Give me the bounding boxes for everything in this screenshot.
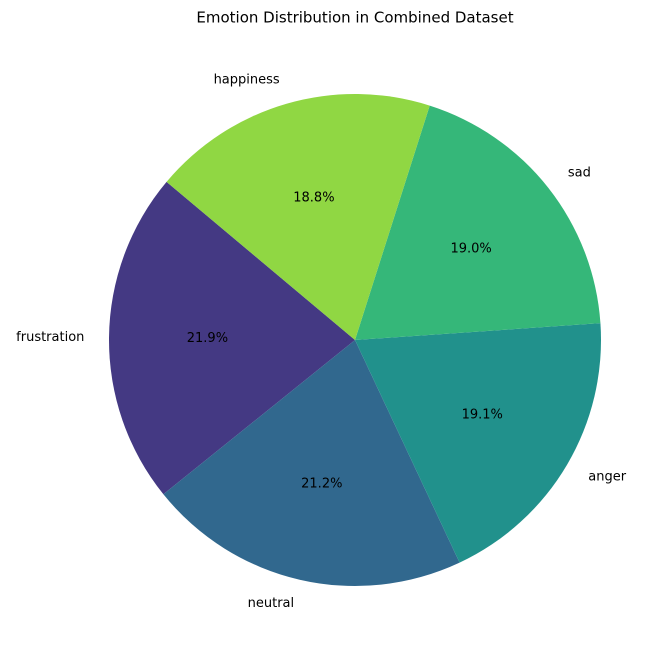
- slice-label: happiness: [214, 73, 280, 88]
- pie-slice: [355, 323, 601, 563]
- slice-label: frustration: [16, 330, 84, 345]
- percent-label: 19.1%: [462, 407, 503, 422]
- pie-slice: [166, 93, 430, 340]
- slice-label: anger: [588, 470, 626, 485]
- percent-label: 21.2%: [301, 476, 342, 491]
- chart-title: Emotion Distribution in Combined Dataset: [196, 9, 513, 27]
- pie-slice: [109, 181, 355, 495]
- slice-label: sad: [568, 165, 591, 180]
- percent-label: 19.0%: [450, 241, 491, 256]
- pie-slice: [163, 340, 460, 586]
- percent-label: 21.9%: [187, 331, 228, 346]
- percent-label: 18.8%: [293, 191, 334, 206]
- slice-label: neutral: [248, 596, 295, 611]
- pie-slice: [355, 105, 601, 341]
